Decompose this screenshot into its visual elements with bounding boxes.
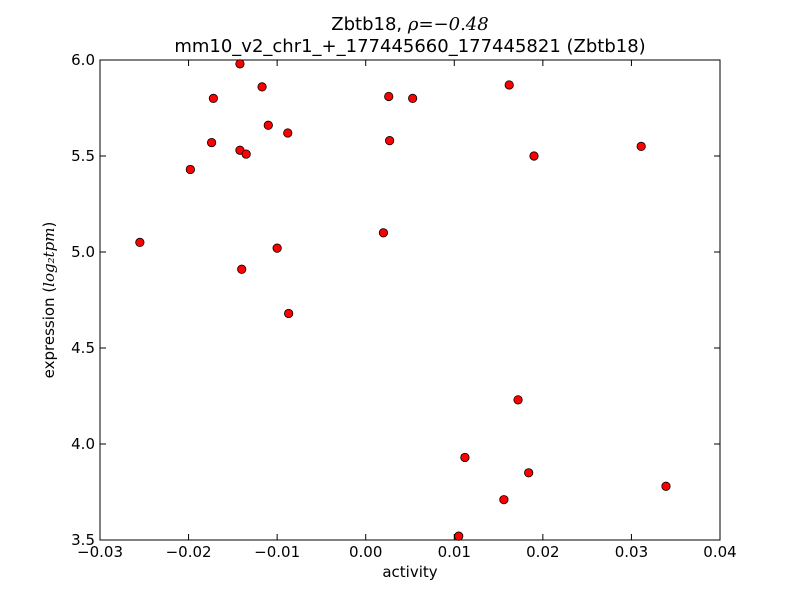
- scatter-point: [384, 91, 394, 102]
- x-tick-label: −0.02: [166, 543, 212, 561]
- scatter-point: [524, 468, 534, 478]
- plot-area: [99, 59, 721, 541]
- scatter-point: [408, 93, 418, 104]
- y-axis-label: expression (log₂tpm): [40, 222, 58, 379]
- scatter-point: [207, 137, 217, 148]
- scatter-point: [499, 495, 509, 505]
- scatter-point: [529, 151, 539, 161]
- scatter-point: [460, 452, 470, 463]
- y-tick-label: 6.0: [71, 51, 95, 69]
- scatter-point: [235, 59, 245, 69]
- scatter-point: [283, 128, 293, 138]
- scatter-point: [385, 136, 395, 146]
- scatter-point: [241, 149, 251, 159]
- scatter-point: [504, 80, 514, 90]
- scatter-point: [257, 82, 267, 92]
- x-tick-label: 0.02: [526, 543, 559, 561]
- x-axis-label: activity: [382, 563, 437, 581]
- scatter-point: [237, 264, 247, 274]
- y-tick-label: 4.5: [71, 339, 95, 357]
- y-tick-label: 5.0: [71, 243, 95, 261]
- scatter-point: [378, 228, 389, 238]
- scatter-point: [185, 164, 195, 175]
- x-tick-label: −0.03: [77, 543, 123, 561]
- scatter-point: [208, 93, 218, 104]
- scatter-point: [636, 141, 646, 151]
- x-tick-label: 0.04: [703, 543, 736, 561]
- scatter-point: [661, 481, 671, 491]
- x-tick-label: 0.03: [615, 543, 648, 561]
- data-points: [135, 59, 671, 541]
- scatter-point: [513, 395, 523, 405]
- axis-ticks: −0.03 −0.02 −0.01 0.00 0.01 0.02 0.03 0.04 3.5 4.…: [71, 51, 737, 561]
- scatter-point: [284, 308, 294, 319]
- x-tick-label: 0.00: [349, 543, 382, 561]
- y-tick-label: 5.5: [71, 147, 95, 165]
- scatter-point: [272, 243, 282, 253]
- scatter-point: [454, 531, 464, 541]
- chart-title-line1: Zbtb18, ρ=−0.48: [331, 14, 488, 35]
- scatter-point: [135, 237, 145, 247]
- chart-title-line2: mm10_v2_chr1_+_177445660_177445821 (Zbtb…: [174, 36, 645, 57]
- scatter-point: [263, 120, 273, 130]
- x-tick-label: 0.01: [438, 543, 471, 561]
- x-tick-label: −0.01: [254, 543, 300, 561]
- y-tick-label: 4.0: [71, 435, 95, 453]
- y-tick-label: 3.5: [71, 531, 95, 549]
